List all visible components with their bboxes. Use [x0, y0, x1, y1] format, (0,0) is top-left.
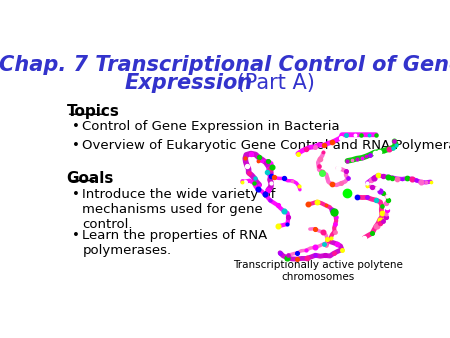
Text: Overview of Eukaryotic Gene Control and RNA Polymerases: Overview of Eukaryotic Gene Control and … — [82, 140, 450, 152]
Text: (Part A): (Part A) — [230, 73, 315, 93]
Text: Learn the properties of RNA
polymerases.: Learn the properties of RNA polymerases. — [82, 229, 268, 257]
Text: •: • — [72, 229, 80, 242]
Text: Goals: Goals — [67, 171, 114, 186]
Text: Expression: Expression — [125, 73, 253, 93]
Text: Introduce the wide variety of
mechanisms used for gene
control.: Introduce the wide variety of mechanisms… — [82, 188, 276, 232]
Text: Topics: Topics — [67, 104, 120, 119]
Text: Transcriptionally active polytene
chromosomes: Transcriptionally active polytene chromo… — [233, 261, 403, 282]
Text: Chap. 7 Transcriptional Control of Gene: Chap. 7 Transcriptional Control of Gene — [0, 55, 450, 75]
Text: Control of Gene Expression in Bacteria: Control of Gene Expression in Bacteria — [82, 120, 340, 133]
Text: •: • — [72, 120, 80, 133]
Text: •: • — [72, 188, 80, 201]
Text: •: • — [72, 140, 80, 152]
